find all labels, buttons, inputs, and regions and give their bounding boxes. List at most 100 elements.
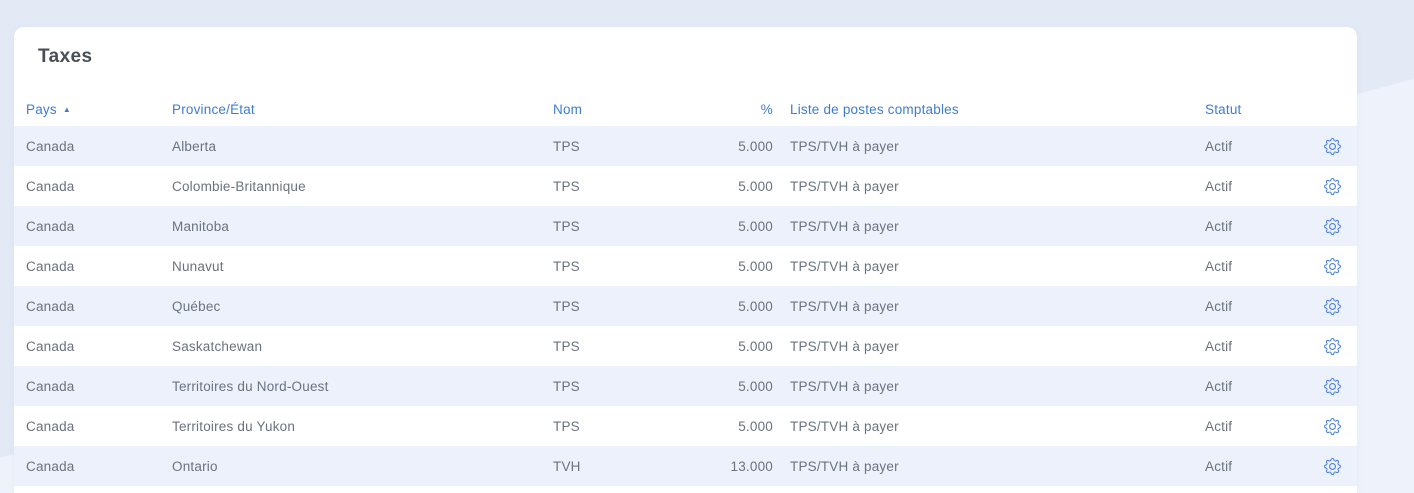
table-row[interactable]: Canada Alberta TPS 5.000 TPS/TVH à payer… [14,126,1357,166]
gear-icon [1324,217,1341,235]
cell-actions [1320,295,1345,317]
row-settings-button[interactable] [1322,335,1344,357]
cell-pays: Canada [26,258,75,274]
cell-actions [1320,255,1345,277]
column-header-percent[interactable]: % [760,102,773,117]
cell-liste: TPS/TVH à payer [790,418,899,434]
cell-actions [1320,375,1345,397]
cell-nom: TPS [553,418,580,434]
column-header-nom[interactable]: Nom [553,102,583,117]
row-settings-button[interactable] [1322,375,1344,397]
cell-pays: Canada [26,418,75,434]
table-row[interactable]: Canada Ontario TVH 13.000 TPS/TVH à paye… [14,446,1357,486]
cell-pays: Canada [26,458,75,474]
cell-statut: Actif [1205,258,1233,274]
taxes-card: Taxes Pays ▲ Province/État Nom % Liste de… [14,27,1357,493]
cell-liste: TPS/TVH à payer [790,338,899,354]
cell-percent: 13.000 [730,458,773,474]
cell-province: Colombie-Britannique [172,178,306,194]
cell-statut: Actif [1205,218,1233,234]
cell-percent: 5.000 [738,298,773,314]
gear-icon [1324,377,1341,395]
row-settings-button[interactable] [1322,455,1344,477]
cell-actions [1320,175,1345,197]
cell-percent: 5.000 [738,418,773,434]
cell-liste: TPS/TVH à payer [790,258,899,274]
table-body: Canada Alberta TPS 5.000 TPS/TVH à payer… [14,126,1357,486]
cell-statut: Actif [1205,378,1233,394]
cell-province: Territoires du Yukon [172,418,296,434]
cell-percent: 5.000 [738,338,773,354]
cell-province: Territoires du Nord-Ouest [172,378,329,394]
cell-statut: Actif [1205,458,1233,474]
row-settings-button[interactable] [1322,255,1344,277]
cell-pays: Canada [26,178,75,194]
table-row[interactable]: Canada Territoires du Yukon TPS 5.000 TP… [14,406,1357,446]
cell-nom: TPS [553,378,580,394]
cell-percent: 5.000 [738,178,773,194]
cell-percent: 5.000 [738,138,773,154]
cell-actions [1320,415,1345,437]
row-settings-button[interactable] [1322,415,1344,437]
table-row[interactable]: Canada Manitoba TPS 5.000 TPS/TVH à paye… [14,206,1357,246]
row-settings-button[interactable] [1322,135,1344,157]
cell-percent: 5.000 [738,378,773,394]
gear-icon [1324,177,1341,195]
column-header-province[interactable]: Province/État [172,102,255,117]
cell-pays: Canada [26,138,75,154]
cell-percent: 5.000 [738,258,773,274]
cell-pays: Canada [26,378,75,394]
cell-liste: TPS/TVH à payer [790,178,899,194]
cell-nom: TPS [553,338,580,354]
cell-statut: Actif [1205,338,1233,354]
cell-liste: TPS/TVH à payer [790,298,899,314]
cell-nom: TPS [553,298,580,314]
cell-province: Saskatchewan [172,338,263,354]
cell-nom: TVH [553,458,581,474]
cell-nom: TPS [553,218,580,234]
column-header-pays-label: Pays [26,102,57,117]
gear-icon [1324,257,1341,275]
cell-statut: Actif [1205,298,1233,314]
cell-province: Alberta [172,138,217,154]
table-header-row: Pays ▲ Province/État Nom % Liste de poste… [14,93,1357,126]
cell-actions [1320,335,1345,357]
gear-icon [1324,457,1341,475]
cell-province: Ontario [172,458,218,474]
row-settings-button[interactable] [1322,295,1344,317]
column-header-liste[interactable]: Liste de postes comptables [790,102,959,117]
table-row[interactable]: Canada Nunavut TPS 5.000 TPS/TVH à payer… [14,246,1357,286]
table-row[interactable]: Canada Territoires du Nord-Ouest TPS 5.0… [14,366,1357,406]
column-header-pays[interactable]: Pays ▲ [26,102,172,117]
sort-ascending-icon[interactable]: ▲ [62,105,71,114]
cell-nom: TPS [553,258,580,274]
cell-percent: 5.000 [738,218,773,234]
cell-statut: Actif [1205,418,1233,434]
page-title: Taxes [38,46,93,67]
column-header-statut[interactable]: Statut [1205,102,1242,117]
table-row[interactable]: Canada Saskatchewan TPS 5.000 TPS/TVH à … [14,326,1357,366]
cell-nom: TPS [553,178,580,194]
cell-actions [1320,455,1345,477]
cell-liste: TPS/TVH à payer [790,138,899,154]
row-settings-button[interactable] [1322,215,1344,237]
gear-icon [1324,417,1341,435]
cell-province: Manitoba [172,218,230,234]
cell-pays: Canada [26,218,75,234]
cell-province: Nunavut [172,258,224,274]
cell-liste: TPS/TVH à payer [790,378,899,394]
cell-statut: Actif [1205,178,1233,194]
cell-liste: TPS/TVH à payer [790,458,899,474]
cell-pays: Canada [26,338,75,354]
gear-icon [1324,337,1341,355]
gear-icon [1324,297,1341,315]
cell-statut: Actif [1205,138,1233,154]
cell-nom: TPS [553,138,580,154]
cell-actions [1320,215,1345,237]
table-row[interactable]: Canada Colombie-Britannique TPS 5.000 TP… [14,166,1357,206]
cell-liste: TPS/TVH à payer [790,218,899,234]
row-settings-button[interactable] [1322,175,1344,197]
cell-pays: Canada [26,298,75,314]
table-row[interactable]: Canada Québec TPS 5.000 TPS/TVH à payer … [14,286,1357,326]
